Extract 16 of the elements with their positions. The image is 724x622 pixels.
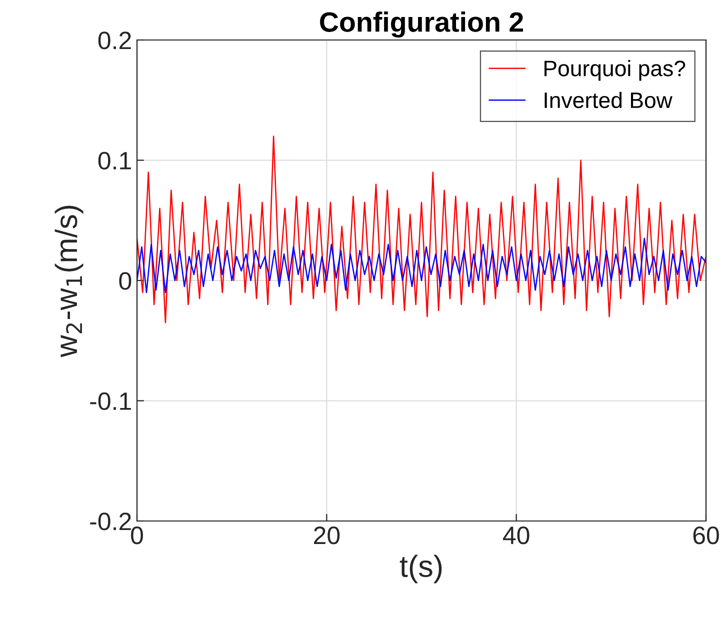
chart-title: Configuration 2	[320, 12, 524, 38]
y-tick-label: 0.2	[98, 32, 131, 50]
y-tick-label: 0.1	[98, 152, 131, 170]
x-tick-label: 60	[693, 526, 719, 544]
line-series	[137, 238, 706, 294]
y-tick-label: -0.1	[90, 392, 131, 410]
legend-label: Pourquoi pas?	[544, 60, 686, 81]
y-axis-title: w$_{2}$-w$_{1}$(m/s)	[54, 206, 84, 358]
x-tick-label: 40	[503, 526, 530, 544]
x-axis-title: t(s)	[400, 554, 442, 584]
line-series	[137, 136, 706, 324]
legend-label: Inverted Bow	[544, 92, 672, 108]
y-tick-label: -0.2	[90, 512, 131, 530]
x-tick-label: 20	[314, 526, 340, 544]
y-tick-label: 0	[119, 272, 132, 290]
x-tick-label: 0	[131, 526, 143, 544]
